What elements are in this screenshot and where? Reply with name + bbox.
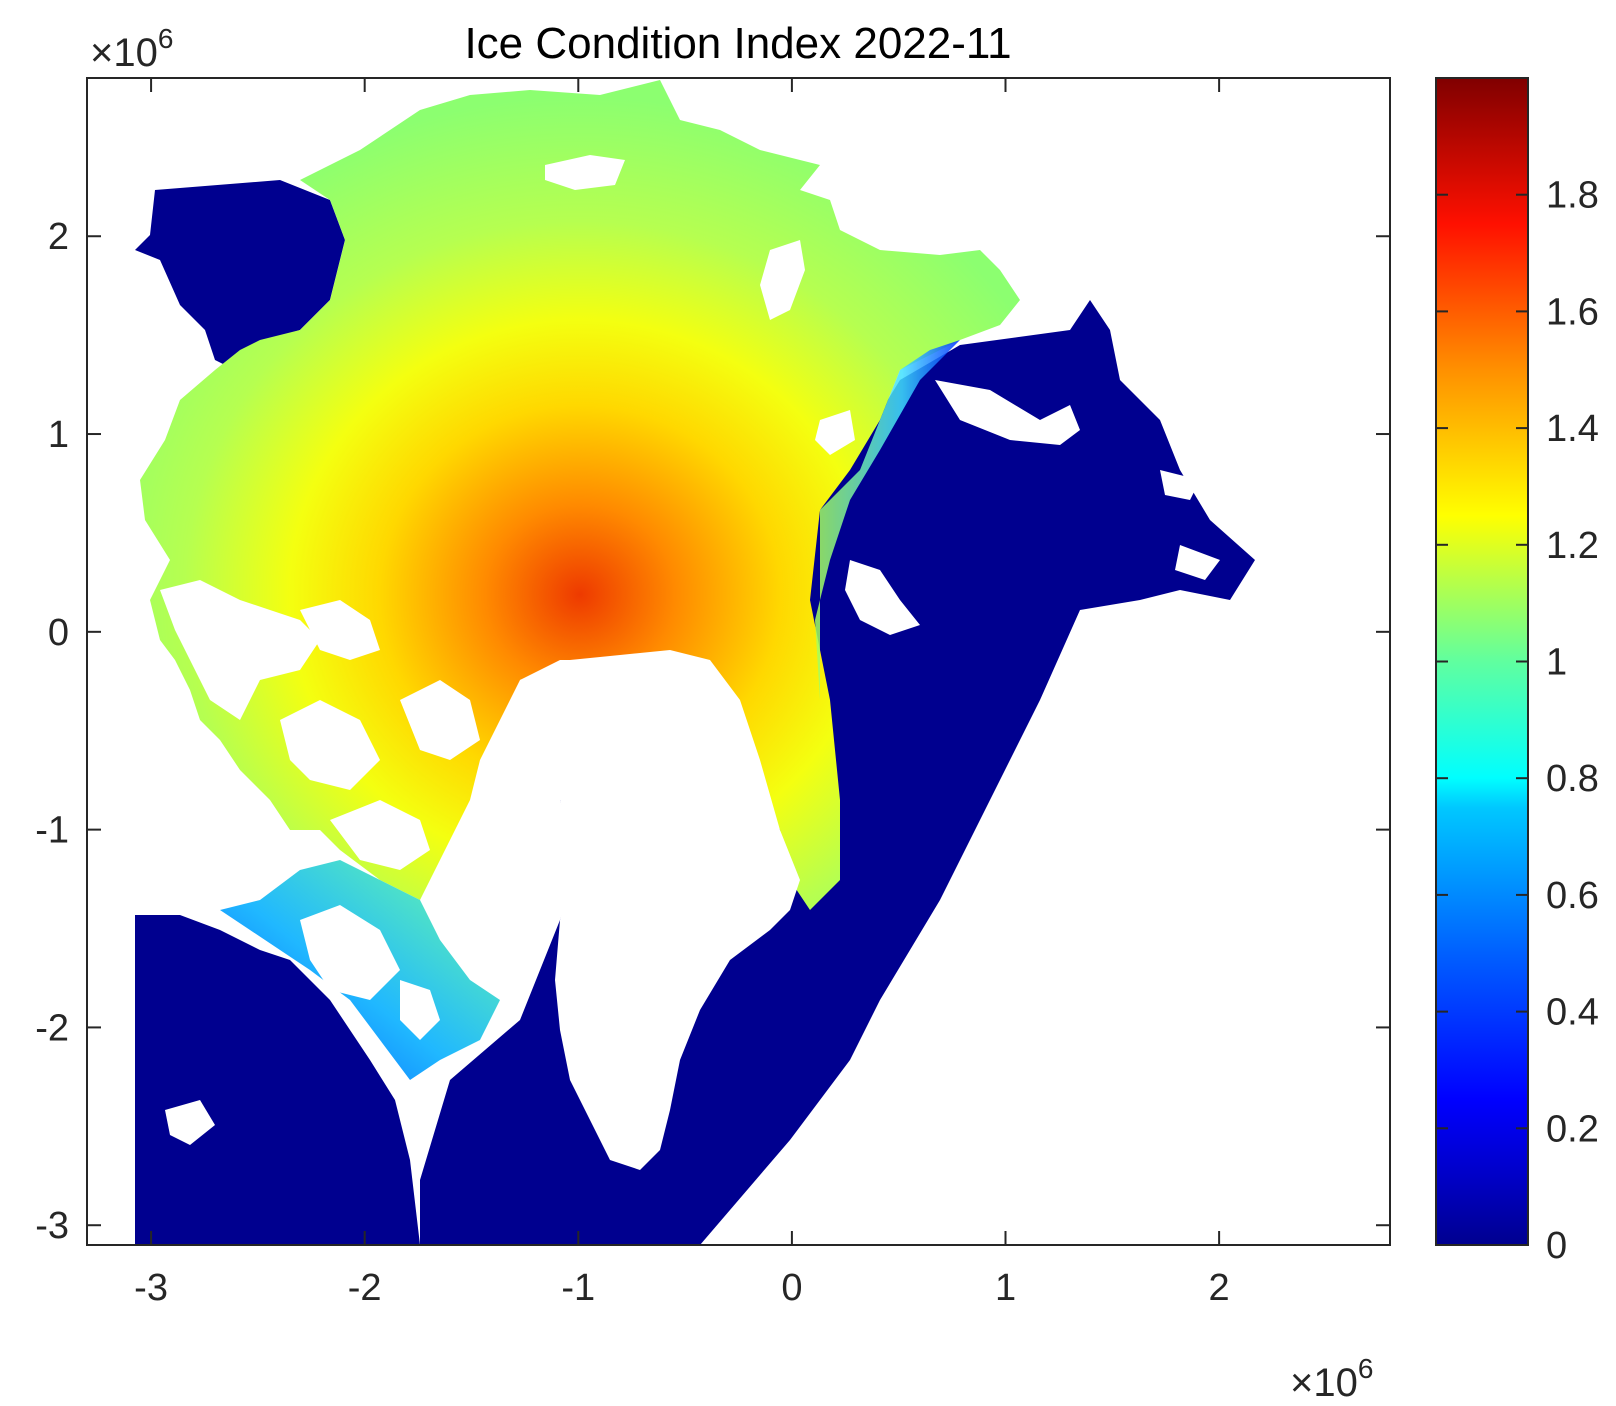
x-tick-label: 1 <box>995 1267 1016 1309</box>
region-land-hudson-islands <box>300 905 440 1040</box>
region-open-water-southwest <box>135 915 420 1245</box>
y-tick-label: -2 <box>35 1007 69 1049</box>
x-tick-label: -3 <box>134 1267 168 1309</box>
region-land-svalbard <box>935 380 1080 445</box>
y-tick-label: 2 <box>48 216 69 258</box>
region-open-water-pacific <box>135 180 345 370</box>
y-tick-label: -1 <box>35 810 69 852</box>
y-axis: -3 -2 -1 0 1 2 <box>35 216 1390 1247</box>
colorbar-tick-label: 1.8 <box>1546 175 1599 217</box>
axes-box <box>86 77 1391 1246</box>
colorbar <box>1435 77 1529 1246</box>
x-axis: -3 -2 -1 0 1 2 <box>134 78 1230 1309</box>
colorbar-tick-label: 0.6 <box>1546 875 1599 917</box>
region-arctic-ice-pack <box>140 80 1020 910</box>
colorbar-tick-label: 1 <box>1546 642 1567 684</box>
x-tick-label: -1 <box>561 1267 595 1309</box>
x-tick-label: 0 <box>781 1267 802 1309</box>
colorbar-tick-label: 1.2 <box>1546 525 1599 567</box>
region-land-north-islands <box>545 155 855 455</box>
x-tick-label: -2 <box>348 1267 382 1309</box>
colorbar-tick-label: 0 <box>1546 1225 1567 1267</box>
colorbar-tick-label: 0.2 <box>1546 1108 1599 1150</box>
region-ice-edge-east <box>815 340 960 700</box>
colorbar-tick-label: 0.8 <box>1546 758 1599 800</box>
x-axis-exponent: ×106 <box>1290 1353 1373 1405</box>
ice-index-field <box>135 80 1255 1245</box>
x-tick-label: 2 <box>1209 1267 1230 1309</box>
y-tick-label: 0 <box>48 612 69 654</box>
colorbar-ticks: 0 0.2 0.4 0.6 0.8 1 1.2 1.4 1.6 1.8 <box>1436 175 1599 1267</box>
region-land-archipelago <box>160 580 480 870</box>
colorbar-tick-label: 0.4 <box>1546 992 1599 1034</box>
y-tick-label: 1 <box>48 414 69 456</box>
region-land-small-islands <box>845 470 1220 635</box>
colorbar-tick-label: 1.6 <box>1546 291 1599 333</box>
colorbar-tick-label: 1.4 <box>1546 408 1599 450</box>
y-axis-exponent: ×106 <box>90 23 173 75</box>
region-land-newfoundland <box>165 1100 215 1145</box>
y-tick-label: -3 <box>35 1205 69 1247</box>
region-land-greenland <box>520 650 800 1170</box>
chart-title: Ice Condition Index 2022-11 <box>464 19 1011 68</box>
